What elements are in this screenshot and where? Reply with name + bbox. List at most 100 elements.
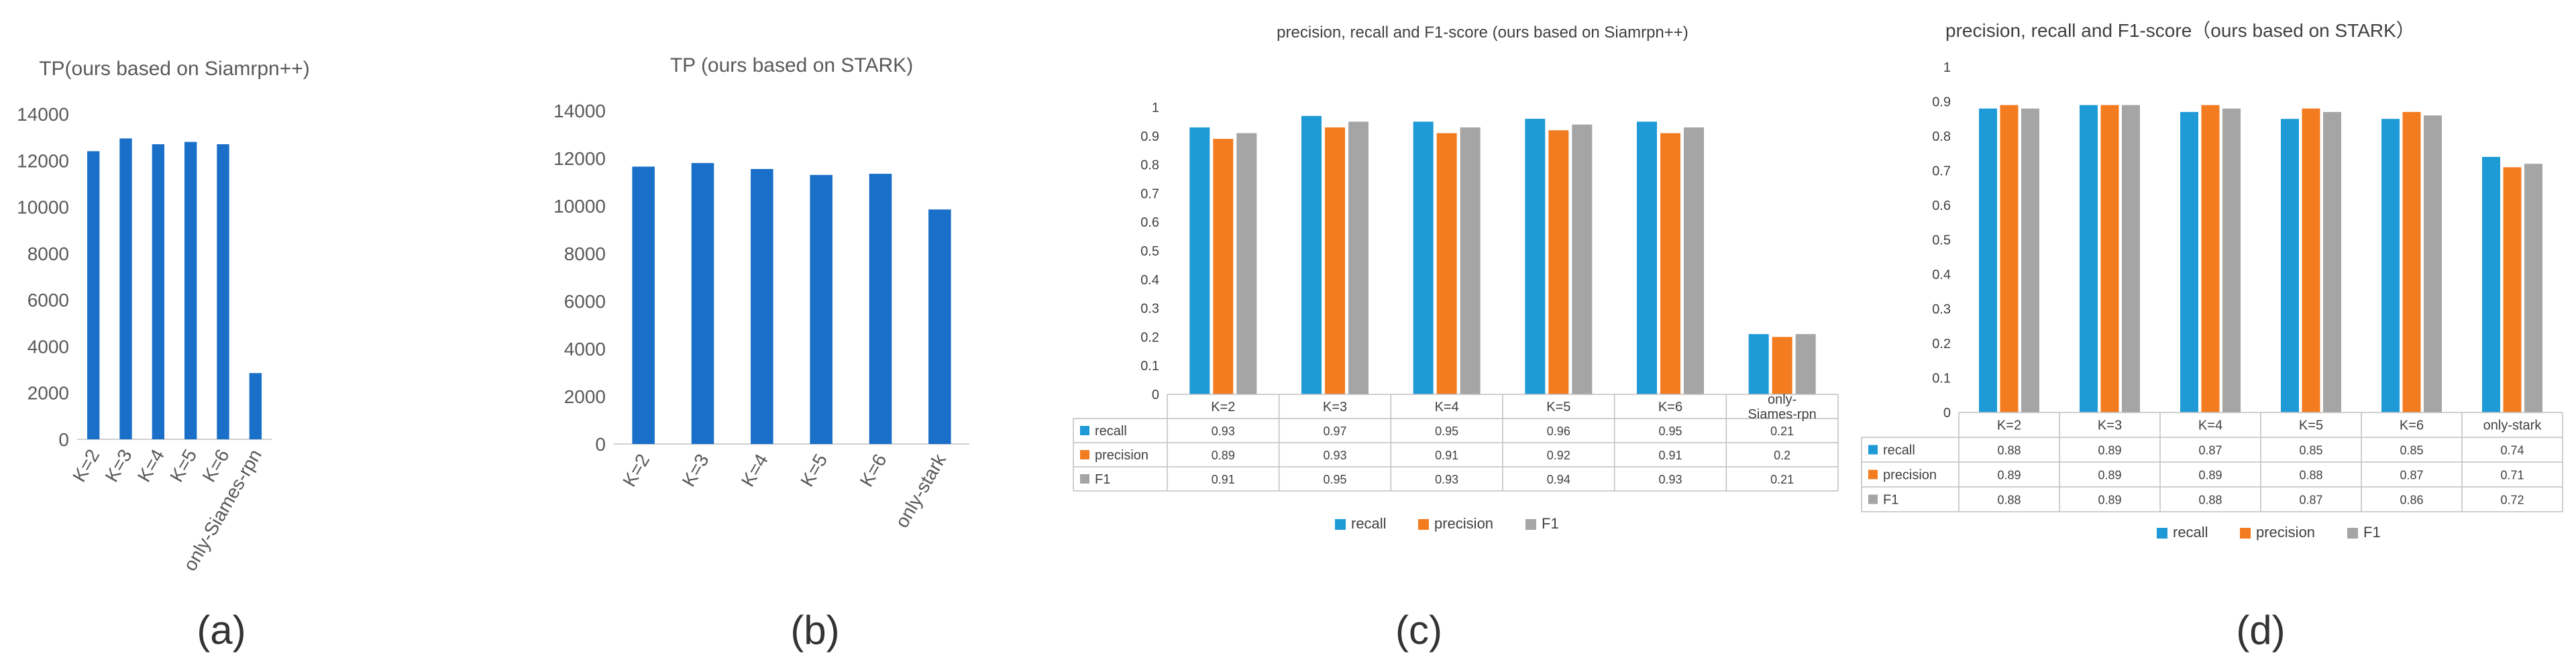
table-category-label: only-stark bbox=[2483, 419, 2542, 433]
y-tick-label: 0.5 bbox=[1932, 233, 1951, 248]
y-tick-label: 0.7 bbox=[1932, 164, 1951, 179]
chart-b-subfigure-label: (b) bbox=[790, 608, 840, 653]
bar-recall-only-stark bbox=[2482, 156, 2500, 412]
bar-recall-K=3 bbox=[1301, 115, 1322, 394]
table-value: 0.89 bbox=[2098, 469, 2121, 482]
table-row-label: recall bbox=[1095, 424, 1127, 439]
y-tick-label: 8000 bbox=[28, 243, 69, 264]
table-value: 0.87 bbox=[2400, 469, 2423, 482]
bar-recall-only-Siames-rpn bbox=[1748, 334, 1769, 394]
legend-label: precision bbox=[2256, 524, 2315, 541]
table-category-label: K=4 bbox=[1435, 400, 1459, 414]
table-legend-key-recall bbox=[1868, 445, 1878, 455]
bar-K=5 bbox=[810, 174, 833, 444]
table-category-label: K=3 bbox=[2098, 419, 2122, 433]
x-tick-label: only-stark bbox=[891, 450, 950, 531]
table-category-label: K=6 bbox=[1658, 400, 1682, 414]
y-tick-label: 0.3 bbox=[1140, 302, 1159, 317]
y-tick-label: 0.2 bbox=[1140, 330, 1159, 345]
bar-K=3 bbox=[691, 163, 714, 444]
y-tick-label: 0.6 bbox=[1140, 215, 1159, 230]
bar-recall-K=6 bbox=[2381, 119, 2400, 412]
table-value: 0.2 bbox=[1774, 449, 1790, 462]
bar-precision-K=6 bbox=[1660, 133, 1680, 394]
chart-title: precision, recall and F1-score（ours base… bbox=[1945, 20, 2415, 41]
table-legend-key-F1 bbox=[1868, 494, 1878, 504]
bar-F1-only-Siames-rpn bbox=[1795, 334, 1816, 394]
bar-F1-K=3 bbox=[2122, 105, 2140, 412]
bar-precision-K=4 bbox=[2201, 105, 2220, 412]
y-tick-label: 10000 bbox=[17, 197, 69, 218]
bar-precision-K=4 bbox=[1436, 133, 1457, 394]
bar-K=4 bbox=[751, 168, 773, 444]
legend-key-F1 bbox=[1525, 519, 1536, 530]
x-tick-label: K=2 bbox=[68, 446, 103, 486]
y-tick-label: 14000 bbox=[17, 104, 69, 125]
table-category-label: K=2 bbox=[1997, 419, 2021, 433]
chart-c-svg: precision, recall and F1-score (ours bas… bbox=[1073, 23, 1839, 532]
y-tick-label: 0.6 bbox=[1932, 199, 1951, 213]
x-tick-label: K=6 bbox=[856, 451, 891, 490]
table-value: 0.92 bbox=[1547, 449, 1570, 462]
table-legend-key-recall bbox=[1080, 426, 1089, 435]
legend-key-recall bbox=[1335, 519, 1346, 530]
table-value: 0.74 bbox=[2500, 444, 2524, 457]
table-category-label: K=6 bbox=[2400, 419, 2424, 433]
table-value: 0.91 bbox=[1435, 449, 1458, 462]
chart-d-panel: precision, recall and F1-score（ours base… bbox=[1861, 0, 2576, 668]
chart-b-panel: TP (ours based on STARK) 0 2000 4000 6000 800… bbox=[496, 0, 979, 668]
table-value: 0.97 bbox=[1323, 425, 1346, 438]
chart-title: precision, recall and F1-score (ours bas… bbox=[1277, 23, 1688, 42]
chart-a-panel: TP(ours based on Siamrpn++) 0 2000 4000 6000… bbox=[0, 0, 310, 668]
table-value: 0.89 bbox=[1997, 469, 2021, 482]
bar-F1-K=3 bbox=[1348, 121, 1368, 394]
legend-label: recall bbox=[1351, 515, 1387, 532]
y-tick-label: 0.9 bbox=[1140, 129, 1159, 144]
chart-b-svg: TP (ours based on STARK) 0 2000 4000 6000 800… bbox=[553, 54, 969, 531]
bar-recall-K=6 bbox=[1637, 121, 1657, 394]
y-tick-label: 4000 bbox=[28, 336, 69, 357]
bar-precision-K=6 bbox=[2402, 111, 2421, 412]
y-tick-label: 0.7 bbox=[1140, 186, 1159, 201]
bar-precision-only-stark bbox=[2503, 167, 2522, 412]
table-value: 0.85 bbox=[2400, 444, 2423, 457]
table-value: 0.93 bbox=[1658, 473, 1682, 486]
table-category-label: K=2 bbox=[1211, 400, 1235, 414]
bar-precision-only-Siames-rpn bbox=[1772, 337, 1792, 394]
table-value: 0.88 bbox=[1997, 444, 2021, 457]
y-tick-label: 1 bbox=[1943, 60, 1951, 75]
y-tick-label: 0.3 bbox=[1932, 302, 1951, 317]
x-tick-label: K=4 bbox=[737, 451, 772, 490]
table-category-label: K=3 bbox=[1323, 400, 1347, 414]
bar-F1-K=5 bbox=[2323, 111, 2341, 412]
table-value: 0.95 bbox=[1435, 425, 1458, 438]
legend-label: F1 bbox=[2363, 524, 2381, 541]
bar-K=6 bbox=[217, 144, 229, 440]
table-category-label: K=5 bbox=[2299, 419, 2323, 433]
y-tick-label: 2000 bbox=[564, 386, 606, 407]
table-value: 0.88 bbox=[2299, 469, 2322, 482]
y-tick-label: 0.1 bbox=[1140, 359, 1159, 374]
table-value: 0.21 bbox=[1770, 473, 1794, 486]
table-category-label: Siames-rpn bbox=[1748, 407, 1817, 422]
y-tick-label: 14000 bbox=[553, 101, 606, 121]
y-tick-label: 0.5 bbox=[1140, 244, 1159, 259]
bar-K=6 bbox=[869, 174, 892, 444]
table-row-label: recall bbox=[1883, 443, 1915, 458]
bar-K=4 bbox=[152, 144, 165, 440]
y-tick-label: 0 bbox=[58, 429, 69, 450]
table-value: 0.89 bbox=[2198, 469, 2222, 482]
bar-precision-K=5 bbox=[2302, 108, 2320, 413]
table-value: 0.91 bbox=[1212, 473, 1235, 486]
table-legend-key-precision bbox=[1868, 469, 1878, 480]
bar-only-stark bbox=[928, 209, 951, 444]
chart-a-subfigure-label: (a) bbox=[197, 608, 246, 653]
y-tick-label: 10000 bbox=[553, 196, 606, 217]
table-value: 0.89 bbox=[2098, 444, 2121, 457]
y-tick-label: 4000 bbox=[564, 339, 606, 359]
chart-d-subfigure-label: (d) bbox=[2236, 608, 2286, 653]
legend-label: precision bbox=[1434, 515, 1493, 532]
table-row-label: F1 bbox=[1883, 493, 1898, 508]
bar-K=5 bbox=[184, 142, 197, 440]
chart-title: TP (ours based on STARK) bbox=[670, 54, 913, 76]
